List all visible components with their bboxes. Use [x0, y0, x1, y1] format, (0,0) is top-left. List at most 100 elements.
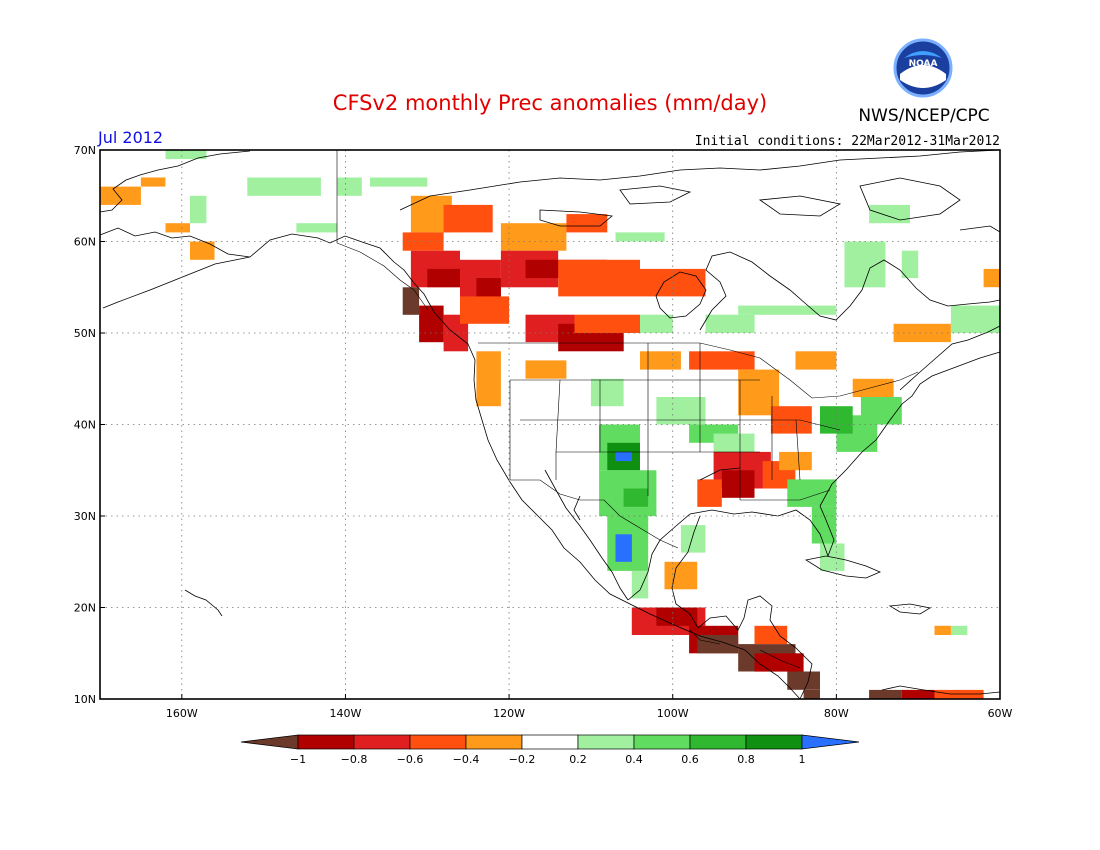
- lat-tick-label: 70N: [74, 144, 96, 157]
- latitude-axis: 70N 60N 50N 40N 30N 20N 10N: [74, 144, 105, 706]
- colorbar-legend: −1 −0.8 −0.6 −0.4 −0.2 0.2 0.4 0.6 0.8 1: [240, 734, 860, 766]
- anomaly-cell: [165, 150, 207, 160]
- lon-tick-label: 140W: [330, 707, 362, 720]
- anomaly-cell: [590, 378, 624, 407]
- anomaly-cell: [680, 525, 706, 553]
- anomaly-cell: [296, 223, 338, 233]
- lon-tick-label: 60W: [988, 707, 1013, 720]
- svg-text:NOAA: NOAA: [909, 59, 938, 69]
- anomaly-cell: [689, 351, 755, 370]
- anomaly-field: [100, 150, 1000, 699]
- anomaly-cell: [811, 506, 837, 544]
- anomaly-cell: [640, 351, 681, 370]
- anomaly-cell: [574, 314, 640, 333]
- anomaly-cell: [697, 479, 722, 507]
- anomaly-cell: [901, 250, 919, 279]
- anomaly-cell: [427, 268, 460, 288]
- anomaly-cell: [860, 397, 902, 425]
- anomaly-cell: [402, 287, 420, 315]
- lat-tick-label: 30N: [74, 510, 96, 523]
- anomaly-cell: [697, 635, 739, 654]
- lat-tick-label: 40N: [74, 419, 96, 432]
- anomaly-cell: [615, 534, 632, 562]
- valid-month-label: Jul 2012: [97, 128, 163, 147]
- colorbar-swatch: [745, 734, 803, 750]
- chart-title: CFSv2 monthly Prec anomalies (mm/day): [333, 91, 767, 115]
- anomaly-cell: [901, 689, 935, 699]
- anomaly-cell: [500, 223, 567, 251]
- lat-tick-label: 10N: [74, 693, 96, 706]
- anomaly-cell: [100, 186, 141, 205]
- anomaly-cell: [934, 625, 951, 635]
- colorbar-low-arrow: [240, 734, 299, 750]
- colorbar-swatch: [297, 734, 355, 750]
- anomaly-cell: [337, 177, 362, 196]
- colorbar-swatch: [409, 734, 467, 750]
- anomaly-cell: [623, 488, 649, 507]
- colorbar-label: 0.8: [737, 753, 755, 766]
- anomaly-cell: [525, 360, 567, 379]
- colorbar-swatch: [521, 734, 579, 750]
- anomaly-cell: [656, 397, 706, 425]
- colorbar-swatch: [353, 734, 411, 750]
- anomaly-cell: [443, 204, 493, 233]
- anomaly-cell: [787, 479, 837, 507]
- colorbar-swatch: [633, 734, 691, 750]
- lat-tick-label: 20N: [74, 602, 96, 615]
- colorbar-label: −0.4: [453, 753, 480, 766]
- anomaly-cell: [754, 625, 788, 645]
- anomaly-cell: [558, 259, 640, 297]
- anomaly-cell: [664, 561, 698, 590]
- anomaly-cell: [893, 323, 951, 343]
- anomaly-cell: [803, 689, 820, 699]
- anomaly-cell: [640, 314, 673, 333]
- lat-tick-label: 50N: [74, 327, 96, 340]
- anomaly-cell: [869, 689, 902, 699]
- colorbar-swatch: [689, 734, 747, 750]
- anomaly-cell: [419, 305, 444, 343]
- colorbar-high-arrow: [801, 734, 860, 750]
- colorbar-label: −1: [290, 753, 306, 766]
- anomaly-cell: [247, 177, 321, 196]
- anomaly-cell: [795, 351, 837, 370]
- colorbar-label: −0.2: [509, 753, 536, 766]
- anomaly-cell: [721, 470, 755, 498]
- lat-tick-label: 60N: [74, 236, 96, 249]
- anomaly-cell: [787, 671, 820, 690]
- noaa-logo: NOAA: [893, 38, 953, 98]
- colorbar-swatch: [577, 734, 635, 750]
- anomaly-cell: [615, 451, 632, 462]
- anomaly-cell: [140, 177, 166, 187]
- colorbar-label: 0.6: [681, 753, 699, 766]
- anomaly-cell: [402, 232, 444, 251]
- organization-label: NWS/NCEP/CPC: [858, 106, 989, 126]
- anomaly-cell: [615, 232, 665, 242]
- anomaly-cell: [934, 689, 984, 699]
- colorbar-swatch: [465, 734, 523, 750]
- coastlines: [99, 149, 1001, 700]
- anomaly-cell: [460, 296, 510, 324]
- colorbar-label: 0.4: [625, 753, 643, 766]
- anomaly-cell: [869, 204, 910, 224]
- longitude-axis: 160W 140W 120W 100W 80W 60W: [166, 694, 1013, 720]
- anomaly-cell: [779, 451, 812, 471]
- lon-tick-label: 160W: [166, 707, 198, 720]
- anomaly-cell: [566, 214, 608, 233]
- political-boundaries: [336, 150, 919, 669]
- lon-tick-label: 80W: [824, 707, 849, 720]
- anomaly-cell: [631, 570, 649, 599]
- initial-conditions-label: Initial conditions: 22Mar2012-31Mar2012: [695, 134, 1000, 149]
- anomaly-cell: [370, 177, 428, 187]
- anomaly-cell: [852, 378, 894, 398]
- gridlines: [100, 150, 1000, 699]
- colorbar-label: −0.6: [397, 753, 424, 766]
- anomaly-cell: [190, 241, 215, 260]
- lon-tick-label: 120W: [493, 707, 525, 720]
- anomaly-cell: [705, 314, 755, 333]
- anomaly-cell: [738, 305, 837, 315]
- anomaly-cell: [950, 305, 1000, 333]
- lon-tick-label: 100W: [657, 707, 689, 720]
- colorbar-label: 0.2: [569, 753, 587, 766]
- anomaly-cell: [950, 625, 968, 635]
